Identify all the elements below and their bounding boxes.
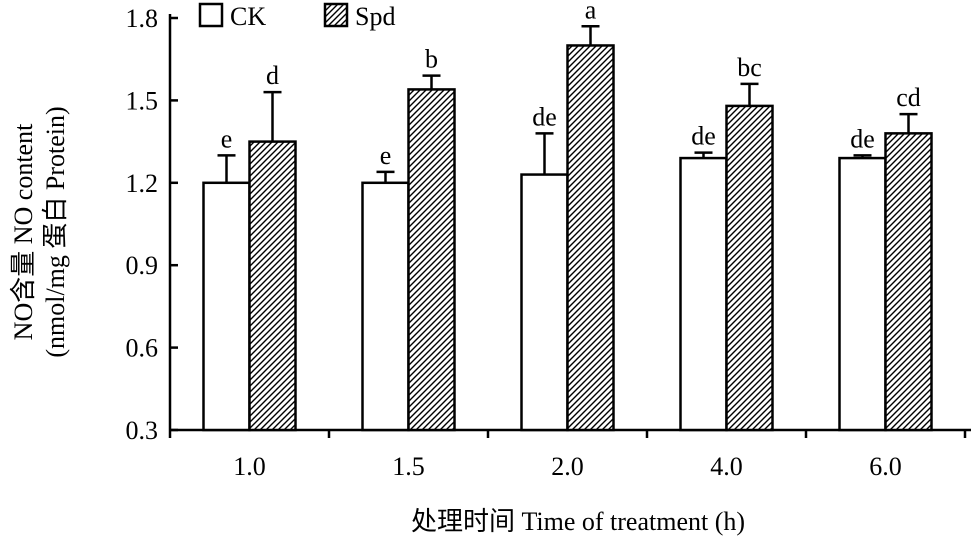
y-tick-label: 0.3: [126, 416, 159, 445]
bar-spd-1.0: [248, 140, 297, 432]
x-axis-title: 处理时间 Time of treatment (h): [411, 507, 745, 536]
significance-label: cd: [896, 83, 921, 112]
x-tick-label: 1.5: [392, 452, 425, 481]
y-axis-title: NO含量 NO content (nmol/mg 蛋白 Protein): [9, 106, 70, 357]
error-bars: [217, 24, 918, 183]
legend-label-ck: CK: [230, 2, 266, 31]
legend: CK Spd: [198, 2, 395, 31]
bar-spd-6.0: [884, 132, 933, 432]
bar-spd-2.0: [566, 44, 615, 432]
legend-swatch-spd: [323, 2, 349, 28]
x-tick-label: 6.0: [869, 452, 902, 481]
significance-label: a: [585, 0, 597, 24]
significance-label: e: [380, 141, 392, 170]
y-axis-title-line2: (nmol/mg 蛋白 Protein): [41, 106, 70, 357]
y-tick-label: 0.6: [126, 334, 159, 363]
significance-label: de: [691, 122, 716, 151]
y-axis-title-line1: NO含量 NO content: [9, 123, 38, 340]
y-tick-label: 1.8: [126, 4, 159, 33]
significance-label: de: [850, 124, 875, 153]
y-tick-label: 1.5: [126, 86, 159, 115]
bar-ck-4.0: [679, 156, 728, 432]
significance-label: e: [221, 124, 233, 153]
y-ticks: 0.3 0.6 0.9 1.2 1.5 1.8: [126, 4, 178, 445]
legend-swatch-ck: [198, 2, 224, 28]
bar-ck-6.0: [838, 156, 887, 432]
bar-ck-1.5: [361, 181, 410, 432]
bar-ck-2.0: [520, 173, 569, 432]
y-tick-label: 1.2: [126, 169, 159, 198]
bar-ck-1.0: [202, 181, 251, 432]
significance-label: b: [425, 45, 438, 74]
x-tick-label: 2.0: [551, 452, 584, 481]
y-tick-label: 0.9: [126, 251, 159, 280]
bar-spd-4.0: [725, 104, 774, 432]
significance-label: bc: [737, 53, 762, 82]
bars: [202, 44, 933, 432]
significance-label: de: [532, 102, 557, 131]
x-tick-label: 4.0: [710, 452, 743, 481]
significance-label: d: [266, 61, 279, 90]
x-ticks: 1.0 1.5 2.0 4.0 6.0: [168, 430, 967, 481]
bar-spd-1.5: [407, 88, 456, 432]
x-tick-label: 1.0: [233, 452, 266, 481]
legend-label-spd: Spd: [355, 2, 395, 31]
significance-labels: e e de de de d b a bc cd: [221, 0, 921, 170]
